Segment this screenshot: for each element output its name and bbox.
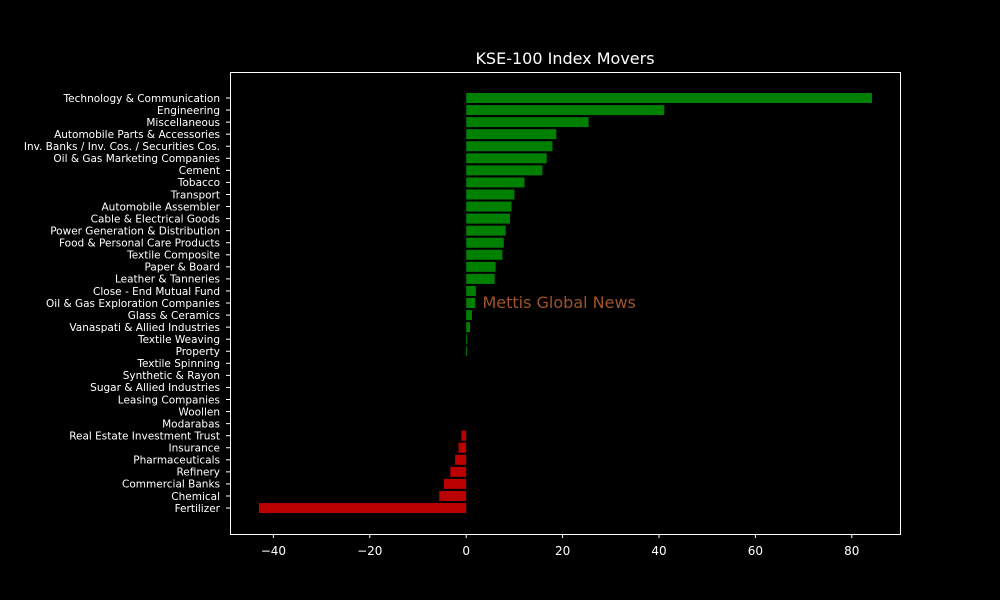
bar-engineering xyxy=(466,105,665,116)
bar-commercial-banks xyxy=(444,478,467,489)
x-tick-label: 20 xyxy=(555,544,570,558)
bars-group xyxy=(258,93,873,514)
x-tick-label: −40 xyxy=(261,544,286,558)
category-label: Real Estate Investment Trust xyxy=(69,430,220,442)
x-tick-label: 60 xyxy=(748,544,763,558)
category-label: Modarabas xyxy=(162,418,220,430)
category-label: Vanaspati & Allied Industries xyxy=(69,322,220,334)
bar-transport xyxy=(466,189,515,200)
bar-close-end-mutual-fund xyxy=(466,285,476,296)
category-label: Glass & Ceramics xyxy=(128,310,220,322)
bar-textile-weaving xyxy=(466,334,468,345)
category-label: Leather & Tanneries xyxy=(115,274,220,286)
category-label: Cable & Electrical Goods xyxy=(91,213,220,225)
category-label: Automobile Assembler xyxy=(102,201,221,213)
bar-pharmaceuticals xyxy=(455,454,467,465)
x-tick-label: −20 xyxy=(357,544,382,558)
bar-insurance xyxy=(458,442,467,453)
bar-vanaspati-allied-industries xyxy=(466,322,471,333)
bar-chemical xyxy=(439,490,467,501)
category-labels-group: Technology & CommunicationEngineeringMis… xyxy=(24,93,230,515)
category-label: Transport xyxy=(170,189,220,201)
category-label: Oil & Gas Marketing Companies xyxy=(53,153,220,165)
category-label: Property xyxy=(176,346,220,358)
x-tick-label: 80 xyxy=(844,544,859,558)
category-label: Close - End Mutual Fund xyxy=(93,286,220,298)
category-label: Chemical xyxy=(171,491,220,503)
bar-cement xyxy=(466,165,543,176)
bar-tobacco xyxy=(466,177,525,188)
bar-fertilizer xyxy=(258,503,467,514)
category-label: Oil & Gas Exploration Companies xyxy=(46,298,220,310)
bar-food-personal-care-products xyxy=(466,237,504,248)
category-label: Miscellaneous xyxy=(146,117,220,129)
bar-power-generation-distribution xyxy=(466,225,506,236)
bar-property xyxy=(466,346,468,357)
category-label: Textile Weaving xyxy=(137,334,220,346)
category-label: Synthetic & Rayon xyxy=(123,370,220,382)
category-label: Textile Spinning xyxy=(136,358,220,370)
bar-leather-tanneries xyxy=(466,273,495,284)
bar-cable-electrical-goods xyxy=(466,213,511,224)
category-label: Sugar & Allied Industries xyxy=(90,382,220,394)
category-label: Paper & Board xyxy=(145,262,220,274)
bar-inv-banks-inv-cos-securities-cos xyxy=(466,141,553,152)
category-label: Tobacco xyxy=(177,177,220,189)
x-tick-label: 0 xyxy=(462,544,470,558)
bar-automobile-parts-accessories xyxy=(466,129,557,140)
category-label: Inv. Banks / Inv. Cos. / Securities Cos. xyxy=(24,141,220,153)
x-tick-label: 40 xyxy=(651,544,666,558)
plot-frame xyxy=(230,72,901,535)
category-label: Leasing Companies xyxy=(118,394,220,406)
bar-technology-communication xyxy=(466,93,873,103)
category-label: Power Generation & Distribution xyxy=(50,225,220,237)
bar-textile-composite xyxy=(466,249,503,260)
bar-oil-gas-exploration-companies xyxy=(466,298,476,309)
bar-refinery xyxy=(450,466,467,477)
category-label: Commercial Banks xyxy=(122,479,220,491)
bar-paper-board xyxy=(466,261,496,272)
bar-miscellaneous xyxy=(466,117,589,128)
category-label: Engineering xyxy=(157,105,220,117)
bar-automobile-assembler xyxy=(466,201,512,212)
category-label: Woollen xyxy=(178,406,220,418)
category-label: Cement xyxy=(179,165,220,177)
bar-real-estate-investment-trust xyxy=(461,430,467,441)
category-label: Automobile Parts & Accessories xyxy=(54,129,220,141)
bar-glass-ceramics xyxy=(466,310,472,321)
category-label: Technology & Communication xyxy=(63,93,220,105)
bar-oil-gas-marketing-companies xyxy=(466,153,547,164)
category-label: Food & Personal Care Products xyxy=(59,238,220,250)
category-label: Textile Composite xyxy=(126,250,220,262)
chart-title: KSE-100 Index Movers xyxy=(475,49,654,68)
category-label: Pharmaceuticals xyxy=(133,455,220,467)
category-label: Refinery xyxy=(176,467,220,479)
category-label: Insurance xyxy=(168,443,220,455)
watermark-annotation: Mettis Global News xyxy=(482,293,635,312)
category-label: Fertilizer xyxy=(175,503,221,515)
